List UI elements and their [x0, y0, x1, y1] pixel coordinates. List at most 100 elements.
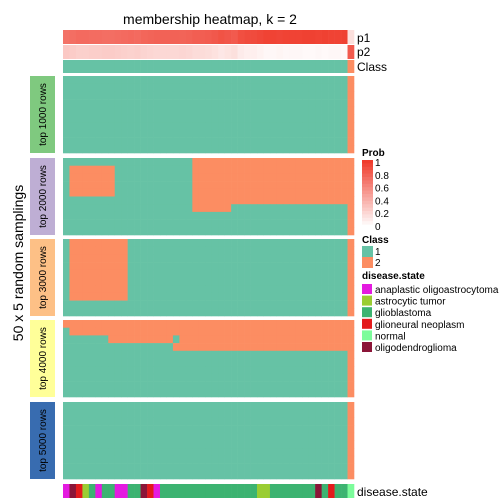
heatmap-cell [276, 219, 284, 228]
heatmap-cell [160, 366, 167, 375]
heatmap-cell [101, 269, 109, 278]
heatmap-cell [269, 188, 277, 197]
heatmap-cell [166, 227, 174, 236]
class-cell [69, 60, 77, 73]
heatmap-cell [134, 343, 141, 352]
heatmap-cell [302, 320, 310, 328]
heatmap-cell [82, 239, 90, 247]
heatmap-cell [88, 239, 96, 247]
heatmap-cell [302, 366, 310, 375]
heatmap-cell [88, 455, 96, 464]
heatmap-cell [289, 99, 297, 108]
heatmap-cell [88, 129, 96, 138]
heatmap-cell [231, 448, 238, 457]
heatmap-cell [315, 381, 322, 390]
heatmap-cell [321, 227, 329, 236]
heatmap-cell [341, 455, 348, 464]
heatmap-cell [231, 402, 238, 410]
heatmap-cell [172, 211, 180, 220]
heatmap-cell [328, 262, 335, 271]
heatmap-cell [263, 373, 271, 382]
heatmap-cell [231, 455, 238, 464]
heatmap-cell [192, 417, 200, 426]
heatmap-cell [295, 358, 303, 367]
heatmap-cell [192, 285, 200, 294]
heatmap-cell [289, 137, 297, 146]
heatmap-cell [218, 366, 225, 375]
heatmap-cell [63, 219, 70, 228]
heatmap-cell [321, 188, 329, 197]
heatmap-cell [263, 285, 271, 294]
heatmap-cell [231, 417, 238, 426]
heatmap-cell [185, 425, 193, 434]
p2-cell [269, 45, 277, 59]
heatmap-cell [172, 471, 180, 480]
class-cell [114, 60, 122, 73]
heatmap-cell [341, 269, 348, 278]
heatmap-cell [82, 417, 90, 426]
heatmap-cell [75, 417, 83, 426]
heatmap-cell [341, 129, 348, 138]
p2-cell [140, 45, 148, 59]
heatmap-cell [69, 350, 77, 359]
heatmap-cell [82, 76, 90, 84]
heatmap-cell [328, 350, 335, 359]
heatmap-cell [88, 343, 96, 352]
heatmap-cell [334, 381, 342, 390]
heatmap-cell [289, 269, 297, 278]
heatmap-cell [237, 471, 245, 480]
heatmap-cell [121, 165, 128, 174]
heatmap-cell [341, 165, 348, 174]
heatmap-cell [101, 425, 109, 434]
heatmap-cell [134, 204, 141, 213]
heatmap-cell [147, 366, 154, 375]
heatmap-cell [244, 114, 251, 123]
heatmap-cell [289, 227, 297, 236]
heatmap-cell [153, 463, 161, 472]
heatmap-cell [334, 196, 342, 205]
heatmap-cell [282, 463, 290, 472]
legend-class-items: 12 [362, 246, 381, 269]
heatmap-cell [134, 471, 141, 480]
p1-cell [328, 30, 335, 44]
heatmap-cell [147, 285, 154, 294]
heatmap-cell [328, 389, 335, 398]
heatmap-cell [140, 196, 148, 205]
heatmap-cell [237, 350, 245, 359]
class-cell [328, 60, 335, 73]
heatmap-cell [224, 246, 232, 255]
heatmap-cell [75, 145, 83, 154]
heatmap-cell [198, 300, 206, 309]
colorbar-segment [362, 163, 373, 168]
heatmap-cell [172, 129, 180, 138]
heatmap-cell [224, 373, 232, 382]
heatmap-cell [160, 196, 167, 205]
heatmap-cell [276, 448, 284, 457]
heatmap-cell [269, 327, 277, 336]
class-cell [153, 60, 161, 73]
heatmap-cell [237, 114, 245, 123]
heatmap-cell [166, 300, 174, 309]
heatmap-cell [282, 285, 290, 294]
heatmap-cell [121, 440, 128, 449]
heatmap-cell [224, 335, 232, 344]
heatmap-cell [237, 246, 245, 255]
heatmap-cell [198, 366, 206, 375]
heatmap-cell [282, 269, 290, 278]
heatmap-cell [166, 417, 174, 426]
heatmap-cell [302, 246, 310, 255]
heatmap-cell [114, 292, 122, 301]
heatmap-cell [153, 106, 161, 115]
heatmap-cell [341, 277, 348, 286]
heatmap-cell [160, 471, 167, 480]
heatmap-cell [250, 137, 258, 146]
heatmap-cell [321, 366, 329, 375]
heatmap-cell [127, 219, 135, 228]
heatmap-cell [88, 425, 96, 434]
heatmap-cell [231, 471, 238, 480]
heatmap-cell [160, 285, 167, 294]
heatmap-cell [198, 122, 206, 131]
heatmap-cell [244, 320, 251, 328]
heatmap-cell [295, 440, 303, 449]
